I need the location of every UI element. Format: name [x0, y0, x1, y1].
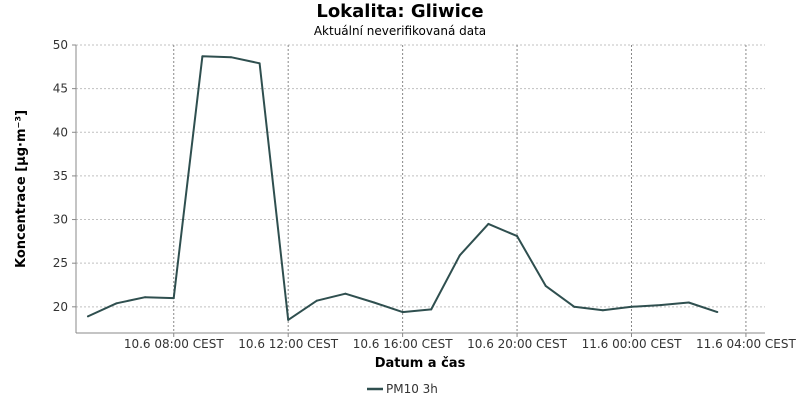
- y-tick-label: 50: [53, 38, 68, 52]
- y-tick-label: 25: [53, 256, 68, 270]
- x-tick-label: 10.6 08:00 CEST: [124, 337, 225, 351]
- data-point: [458, 254, 461, 257]
- data-point: [287, 318, 290, 321]
- y-tick-label: 30: [53, 213, 68, 227]
- data-point: [315, 299, 318, 302]
- chart-title: Lokalita: Gliwice: [316, 1, 483, 22]
- y-tick-label: 35: [53, 169, 68, 183]
- legend-label-pm10: PM10 3h: [386, 382, 438, 396]
- data-point: [630, 305, 633, 308]
- x-tick-labels: 10.6 08:00 CEST 10.6 12:00 CEST 10.6 16:00…: [124, 337, 797, 351]
- y-tick-label: 45: [53, 82, 68, 96]
- data-point: [172, 297, 175, 300]
- x-tick-label: 10.6 12:00 CEST: [238, 337, 339, 351]
- data-point: [487, 222, 490, 225]
- data-point: [430, 308, 433, 311]
- legend: PM10 3h: [367, 382, 438, 396]
- data-point: [144, 296, 147, 299]
- data-point: [86, 315, 89, 318]
- y-axis-label: Koncentrace [µg·m⁻³]: [14, 110, 29, 268]
- y-tick-label: 40: [53, 125, 68, 139]
- x-tick-label: 10.6 16:00 CEST: [353, 337, 454, 351]
- data-point: [229, 56, 232, 59]
- data-point: [573, 305, 576, 308]
- x-axis-label: Datum a čas: [375, 356, 466, 371]
- data-point: [344, 292, 347, 295]
- data-point: [258, 62, 261, 65]
- y-tick-label: 20: [53, 300, 68, 314]
- y-tick-labels: 20 25 30 35 40 45 50: [53, 38, 68, 314]
- data-point: [659, 304, 662, 307]
- plot-area: [72, 44, 765, 337]
- horizontal-gridlines: [72, 44, 765, 308]
- x-tick-label: 11.6 04:00 CEST: [696, 337, 797, 351]
- data-point: [516, 235, 519, 238]
- x-tick-label: 11.6 00:00 CEST: [582, 337, 683, 351]
- data-point: [373, 301, 376, 304]
- series-layer: [86, 55, 719, 321]
- data-point: [544, 284, 547, 287]
- data-point: [687, 301, 690, 304]
- data-point: [601, 309, 604, 312]
- plot-background: [76, 45, 765, 333]
- chart-subtitle: Aktuální neverifikovaná data: [314, 24, 486, 38]
- data-point: [401, 311, 404, 314]
- data-point: [716, 311, 719, 314]
- x-tick-label: 10.6 20:00 CEST: [467, 337, 568, 351]
- vertical-gridlines: [173, 45, 747, 337]
- data-point: [115, 302, 118, 305]
- data-point: [201, 55, 204, 58]
